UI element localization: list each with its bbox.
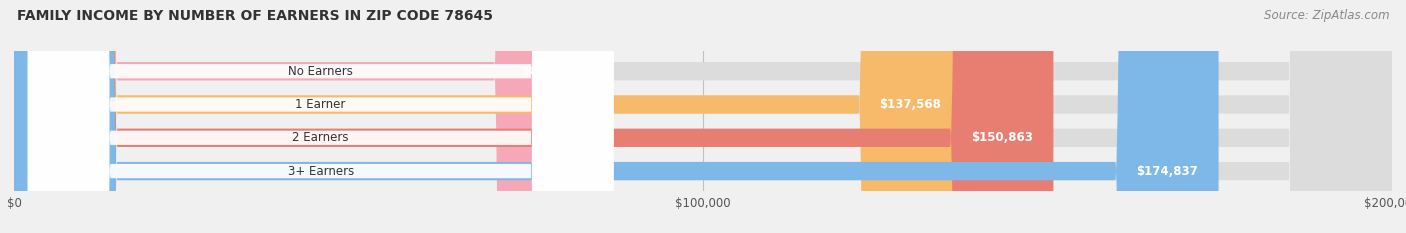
- FancyBboxPatch shape: [14, 0, 1219, 233]
- FancyBboxPatch shape: [14, 0, 598, 233]
- FancyBboxPatch shape: [14, 0, 1392, 233]
- Text: No Earners: No Earners: [288, 65, 353, 78]
- FancyBboxPatch shape: [14, 0, 1053, 233]
- Text: Source: ZipAtlas.com: Source: ZipAtlas.com: [1264, 9, 1389, 22]
- Text: 1 Earner: 1 Earner: [295, 98, 346, 111]
- FancyBboxPatch shape: [28, 0, 613, 233]
- FancyBboxPatch shape: [14, 0, 1392, 233]
- FancyBboxPatch shape: [14, 0, 1392, 233]
- Text: $150,863: $150,863: [972, 131, 1033, 144]
- Text: $174,837: $174,837: [1136, 164, 1198, 178]
- FancyBboxPatch shape: [14, 0, 1392, 233]
- FancyBboxPatch shape: [28, 0, 613, 233]
- Text: FAMILY INCOME BY NUMBER OF EARNERS IN ZIP CODE 78645: FAMILY INCOME BY NUMBER OF EARNERS IN ZI…: [17, 9, 494, 23]
- Text: 2 Earners: 2 Earners: [292, 131, 349, 144]
- Text: 3+ Earners: 3+ Earners: [287, 164, 354, 178]
- FancyBboxPatch shape: [28, 0, 613, 233]
- Text: $137,568: $137,568: [879, 98, 941, 111]
- FancyBboxPatch shape: [28, 0, 613, 233]
- FancyBboxPatch shape: [14, 0, 962, 233]
- Text: $84,636: $84,636: [523, 65, 576, 78]
